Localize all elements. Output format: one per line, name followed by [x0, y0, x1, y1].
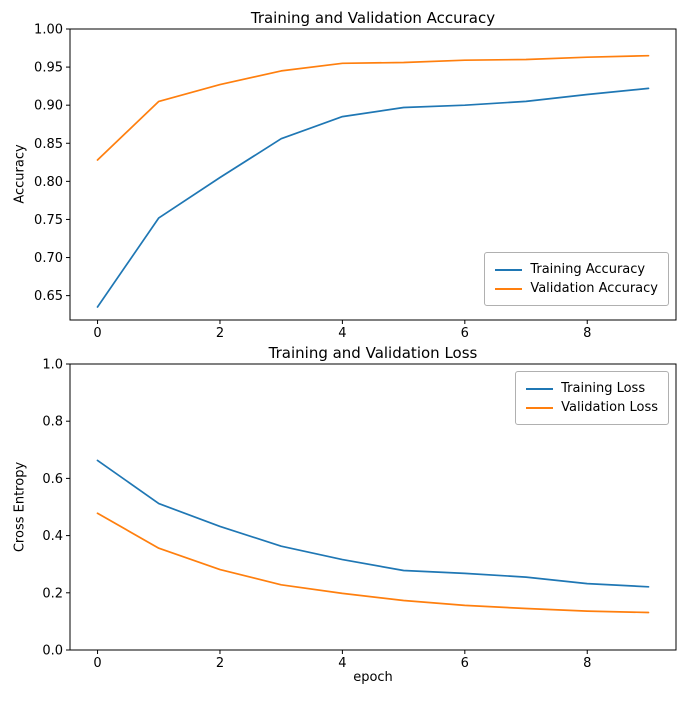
- legend-entry-validation-accuracy: Validation Accuracy: [495, 281, 658, 296]
- accuracy-chart-y-tick-label: 1.00: [34, 23, 63, 38]
- loss-chart-y-tick-label: 0.6: [42, 472, 63, 487]
- accuracy-chart-y-tick-label: 0.65: [34, 289, 63, 304]
- accuracy-chart-y-tick-label: 0.80: [34, 175, 63, 190]
- loss-chart-x-tick-label: 6: [461, 656, 469, 671]
- loss-chart-series-line: [96, 512, 650, 614]
- loss-chart-y-tick-label: 0.0: [42, 644, 63, 659]
- accuracy-chart-y-tick-label: 0.85: [34, 137, 63, 152]
- legend-swatch-training-loss: [526, 387, 554, 390]
- accuracy-legend: Training Accuracy Validation Accuracy: [484, 252, 669, 306]
- loss-chart-y-tick-label: 1.0: [42, 358, 63, 373]
- loss-chart-x-tick-label: 4: [338, 656, 346, 671]
- loss-chart-axes-frame: [69, 363, 677, 651]
- accuracy-chart-y-tick-label: 0.75: [34, 213, 63, 228]
- accuracy-chart-y-tick-label: 0.90: [34, 99, 63, 114]
- loss-chart-y-tick-label: 0.4: [42, 529, 63, 544]
- loss-chart-y-tick-label: 0.2: [42, 586, 63, 601]
- accuracy-chart-x-tick-label: 6: [461, 326, 469, 341]
- accuracy-chart-axes-frame: [69, 28, 677, 321]
- x-axis-label-epoch: epoch: [353, 670, 393, 685]
- legend-entry-training-accuracy: Training Accuracy: [495, 262, 658, 277]
- accuracy-chart-x-tick-label: 4: [338, 326, 346, 341]
- loss-legend: Training Loss Validation Loss: [515, 371, 669, 425]
- accuracy-chart-x-tick-label: 0: [93, 326, 101, 341]
- legend-swatch-validation-loss: [526, 406, 554, 409]
- loss-chart-y-tick-label: 0.8: [42, 415, 63, 430]
- accuracy-plot-title: Training and Validation Accuracy: [250, 9, 496, 27]
- accuracy-chart-x-tick-label: 8: [583, 326, 591, 341]
- loss-chart-x-tick-label: 0: [93, 656, 101, 671]
- legend-label-training-loss: Training Loss: [561, 381, 646, 396]
- loss-chart-x-tick-label: 2: [216, 656, 224, 671]
- loss-chart-series-line: [96, 459, 650, 588]
- legend-swatch-training-accuracy: [495, 268, 523, 271]
- accuracy-y-axis-label: Accuracy: [12, 144, 28, 204]
- legend-swatch-validation-accuracy: [495, 287, 523, 290]
- legend-label-training-accuracy: Training Accuracy: [530, 262, 646, 277]
- accuracy-chart-y-tick-label: 0.70: [34, 251, 63, 266]
- legend-label-validation-loss: Validation Loss: [561, 400, 658, 415]
- legend-label-validation-accuracy: Validation Accuracy: [530, 281, 658, 296]
- accuracy-chart-x-tick-label: 2: [216, 326, 224, 341]
- accuracy-chart-y-tick-label: 0.95: [34, 61, 63, 76]
- loss-chart-x-tick-label: 8: [583, 656, 591, 671]
- legend-entry-validation-loss: Validation Loss: [526, 400, 658, 415]
- loss-plot-title: Training and Validation Loss: [268, 344, 478, 362]
- accuracy-chart-series-line: [96, 87, 650, 308]
- legend-entry-training-loss: Training Loss: [526, 381, 658, 396]
- loss-y-axis-label: Cross Entropy: [12, 461, 28, 553]
- accuracy-chart-series-line: [96, 54, 650, 161]
